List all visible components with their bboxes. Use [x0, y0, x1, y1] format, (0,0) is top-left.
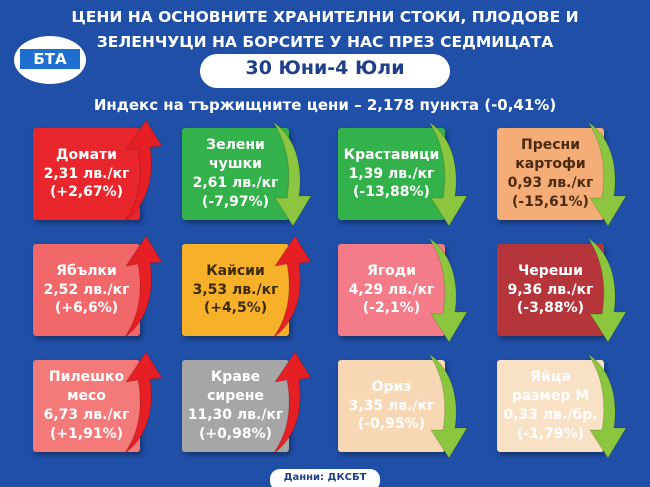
price-card: Череши 9,36 лв./кг (-3,88%) — [497, 244, 604, 336]
card-name: Череши — [517, 262, 583, 279]
title-line: ЗЕЛЕНЧУЦИ НА БОРСИТЕ У НАС ПРЕЗ СЕДМИЦАТ… — [96, 33, 554, 51]
card-change: (-0,95%) — [357, 416, 426, 433]
arrow-shape — [272, 235, 312, 339]
arrow-shape — [587, 353, 627, 459]
card-price: 3,35 лв./кг — [348, 397, 435, 414]
card-text: Череши 9,36 лв./кг (-3,88%) — [501, 244, 600, 336]
card-name: Кайсии — [206, 262, 265, 279]
trend-arrow — [272, 235, 312, 339]
trend-arrow — [428, 121, 468, 227]
trend-arrow — [587, 353, 627, 459]
price-card: Кайсии 3,53 лв./кг (+4,5%) — [182, 244, 289, 336]
card-text: Пресни картофи 0,93 лв./кг (-15,61%) — [501, 128, 600, 220]
card-name: Домати — [56, 146, 117, 163]
card-name: Краставици — [343, 146, 440, 163]
title-line: ЦЕНИ НА ОСНОВНИТЕ ХРАНИТЕЛНИ СТОКИ, ПЛОД… — [71, 8, 579, 26]
index-line: Индекс на тържищните цени – 2,178 пункта… — [93, 96, 557, 114]
trend-arrow — [272, 351, 312, 455]
date: 30 Юни-4 Юли — [245, 57, 405, 79]
price-card: Домати 2,31 лв./кг (+2,67%) — [33, 128, 140, 220]
card-text: Пилешко месо 6,73 лв./кг (+1,91%) — [37, 360, 136, 452]
price-card: Зелени чушки 2,61 лв./кг (-7,97%) — [182, 128, 289, 220]
card-price: 2,61 лв./кг — [192, 175, 279, 191]
card-change: (-1,79%) — [516, 425, 585, 442]
price-card: Ягоди 4,29 лв./кг (-2,1%) — [338, 244, 445, 336]
card-change: (+0,98%) — [198, 425, 273, 442]
card-text: Зелени чушки 2,61 лв./кг (-7,97%) — [186, 128, 285, 220]
trend-arrow — [123, 351, 163, 455]
trend-arrow — [123, 235, 163, 339]
card-change: (-15,61%) — [512, 193, 589, 210]
card-price: 1,39 лв./кг — [348, 165, 435, 182]
card-name: Зелени чушки — [206, 137, 265, 173]
card-name: Яйца размер М — [511, 369, 590, 405]
card-name: Пресни картофи — [515, 137, 586, 173]
source-pill — [270, 469, 380, 487]
card-change: (+1,91%) — [49, 425, 124, 442]
card-price: 2,31 лв./кг — [43, 165, 130, 182]
card-text: Ориз 3,35 лв./кг (-0,95%) — [342, 360, 441, 452]
card-change: (-3,88%) — [516, 300, 585, 317]
trend-arrow — [428, 237, 468, 343]
card-name: Ориз — [371, 378, 412, 395]
card-text: Краве сирене 11,30 лв./кг (+0,98%) — [186, 360, 285, 452]
price-card: Ябълки 2,52 лв./кг (+6,6%) — [33, 244, 140, 336]
card-text: Домати 2,31 лв./кг (+2,67%) — [37, 128, 136, 220]
arrow-shape — [123, 235, 163, 339]
arrow-shape — [123, 119, 163, 223]
trend-arrow — [272, 121, 312, 227]
card-name: Ягоди — [367, 262, 416, 279]
price-card: Пресни картофи 0,93 лв./кг (-15,61%) — [497, 128, 604, 220]
trend-arrow — [428, 353, 468, 459]
logo-text: БТА — [20, 49, 80, 69]
arrow-shape — [587, 237, 627, 343]
card-change: (+6,6%) — [54, 300, 119, 317]
card-change: (-2,1%) — [362, 300, 421, 317]
price-card: Краставици 1,39 лв./кг (-13,88%) — [338, 128, 445, 220]
arrow-shape — [272, 121, 312, 227]
card-name: Краве сирене — [207, 369, 264, 405]
trend-arrow — [123, 119, 163, 223]
card-text: Кайсии 3,53 лв./кг (+4,5%) — [186, 244, 285, 336]
card-price: 4,29 лв./кг — [348, 281, 435, 298]
card-change: (+4,5%) — [203, 300, 268, 317]
arrow-shape — [123, 351, 163, 455]
price-card: Пилешко месо 6,73 лв./кг (+1,91%) — [33, 360, 140, 452]
price-card: Краве сирене 11,30 лв./кг (+0,98%) — [182, 360, 289, 452]
card-price: 0,93 лв./кг — [507, 175, 594, 191]
card-text: Яйца размер М 0,33 лв./бр. (-1,79%) — [501, 360, 600, 452]
card-price: 11,30 лв./кг — [187, 407, 284, 423]
arrow-shape — [428, 121, 468, 227]
card-text: Ябълки 2,52 лв./кг (+6,6%) — [37, 244, 136, 336]
card-change: (-13,88%) — [353, 184, 430, 201]
arrow-shape — [428, 353, 468, 459]
logo: БТА — [12, 34, 88, 86]
date-pill — [200, 54, 450, 88]
arrow-shape — [428, 237, 468, 343]
price-card: Яйца размер М 0,33 лв./бр. (-1,79%) — [497, 360, 604, 452]
card-price: 9,36 лв./кг — [507, 281, 594, 298]
card-change: (+2,67%) — [49, 184, 124, 201]
source: Данни: ДКСБТ — [283, 472, 367, 483]
card-price: 0,33 лв./бр. — [503, 407, 598, 423]
card-price: 3,53 лв./кг — [192, 281, 279, 298]
card-price: 6,73 лв./кг — [43, 407, 130, 423]
trend-arrow — [587, 121, 627, 227]
card-text: Краставици 1,39 лв./кг (-13,88%) — [342, 128, 441, 220]
arrow-shape — [272, 351, 312, 455]
card-text: Ягоди 4,29 лв./кг (-2,1%) — [342, 244, 441, 336]
card-name: Пилешко месо — [48, 369, 125, 405]
card-name: Ябълки — [56, 262, 117, 279]
trend-arrow — [587, 237, 627, 343]
price-card: Ориз 3,35 лв./кг (-0,95%) — [338, 360, 445, 452]
card-price: 2,52 лв./кг — [43, 281, 130, 298]
arrow-shape — [587, 121, 627, 227]
card-change: (-7,97%) — [201, 193, 270, 210]
